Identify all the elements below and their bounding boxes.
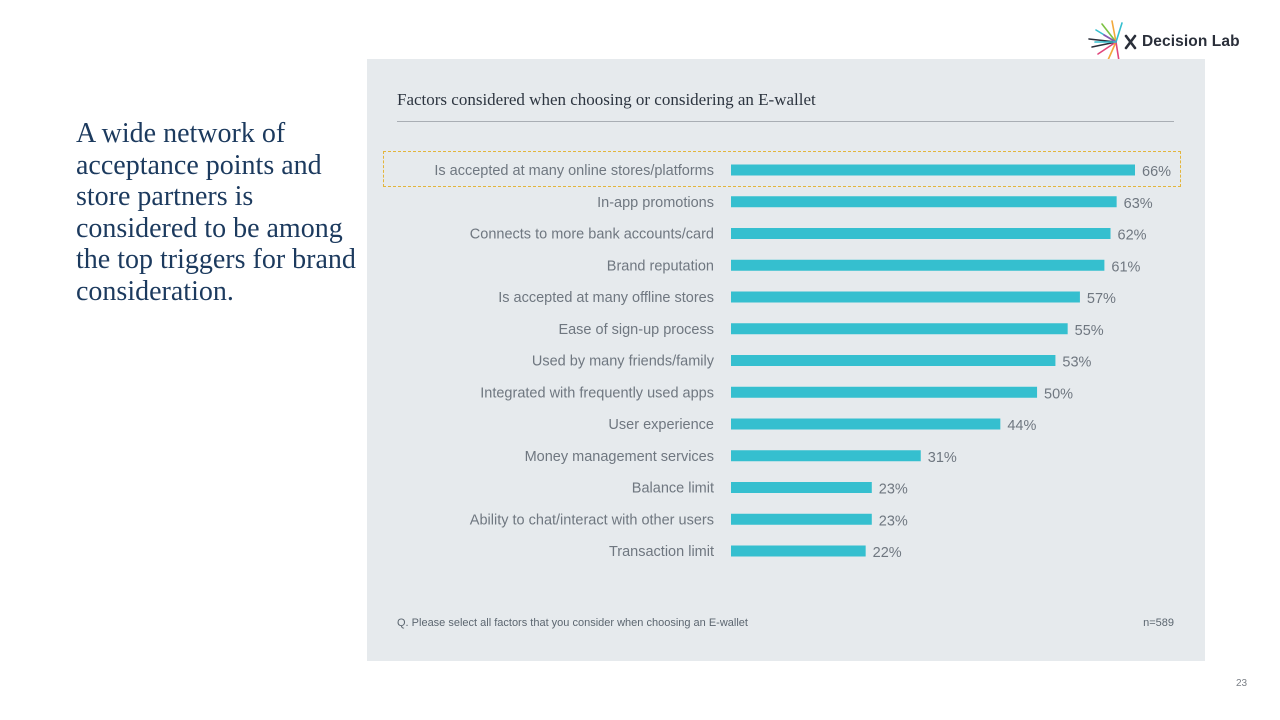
value-label: 22%	[873, 545, 902, 561]
survey-question-footnote: Q. Please select all factors that you co…	[397, 617, 748, 629]
page-headline: A wide network of acceptance points and …	[76, 118, 356, 307]
bar	[731, 355, 1056, 366]
bar	[731, 545, 866, 557]
bar	[731, 482, 872, 493]
value-label: 23%	[879, 482, 908, 498]
category-label: Connects to more bank accounts/card	[470, 227, 714, 243]
chart-title: Factors considered when choosing or cons…	[397, 90, 816, 109]
highlight-box	[383, 151, 1181, 187]
category-label: Transaction limit	[609, 544, 714, 560]
category-label: Brand reputation	[607, 258, 714, 274]
bar	[731, 196, 1117, 208]
bar	[731, 323, 1068, 335]
value-label: 53%	[1062, 355, 1091, 371]
value-label: 44%	[1007, 418, 1036, 434]
title-divider	[397, 121, 1174, 122]
starburst-lines-icon	[1088, 20, 1137, 62]
category-label: In-app promotions	[597, 195, 714, 211]
category-label: Money management services	[525, 449, 714, 465]
bar-chart: Is accepted at many online stores/platfo…	[434, 163, 1171, 561]
sample-size: n=589	[1143, 617, 1174, 629]
category-label: Integrated with frequently used apps	[480, 385, 714, 401]
value-label: 55%	[1075, 323, 1104, 339]
value-label: 31%	[928, 450, 957, 466]
category-label: Ease of sign-up process	[558, 322, 714, 338]
value-label: 61%	[1111, 259, 1140, 275]
category-label: Is accepted at many offline stores	[498, 290, 714, 306]
bar	[731, 386, 1038, 398]
bar	[731, 450, 921, 462]
brand-name: Decision Lab	[1142, 33, 1240, 50]
value-label: 63%	[1124, 196, 1153, 212]
value-label: 62%	[1118, 228, 1147, 244]
value-label: 50%	[1044, 386, 1073, 402]
brand-logo: Decision Lab	[1086, 20, 1256, 64]
category-label: Balance limit	[632, 481, 714, 497]
chart-panel: Factors considered when choosing or cons…	[367, 59, 1205, 661]
category-label: User experience	[608, 417, 714, 433]
category-label: Is accepted at many online stores/platfo…	[434, 163, 714, 179]
bar	[731, 228, 1111, 239]
page-number: 23	[1236, 678, 1248, 689]
bar	[731, 418, 1001, 430]
bar	[731, 513, 872, 525]
value-label: 66%	[1142, 164, 1171, 180]
value-label: 23%	[879, 513, 908, 529]
category-label: Ability to chat/interact with other user…	[470, 512, 714, 528]
category-label: Used by many friends/family	[532, 354, 715, 370]
bar	[731, 259, 1105, 271]
bar	[731, 164, 1135, 176]
bar	[731, 291, 1080, 303]
value-label: 57%	[1087, 291, 1116, 307]
